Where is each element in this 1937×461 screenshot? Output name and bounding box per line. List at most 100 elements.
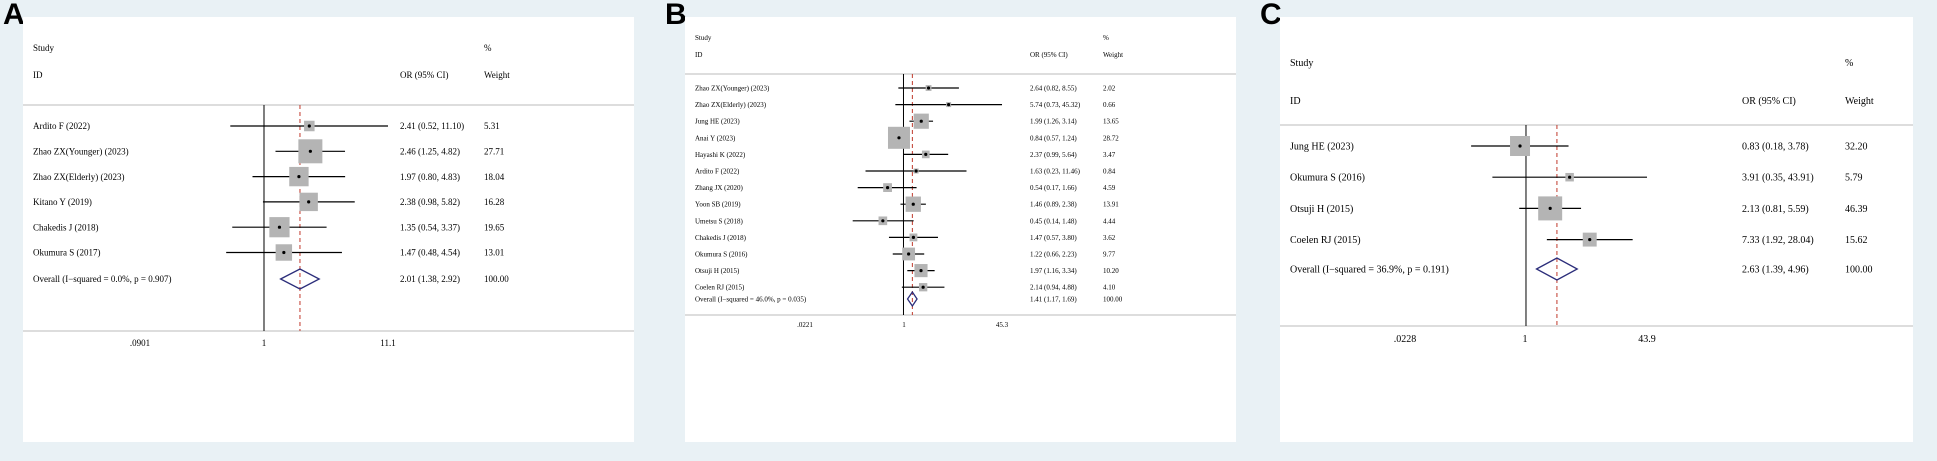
- axis-tick-min: .0228: [1394, 334, 1417, 345]
- header-study: Study: [33, 43, 55, 53]
- forest-plot-a: Study ID OR (95% CI) % Weight .0901 1 11…: [23, 17, 634, 442]
- overall-or-ci-label: 2.63 (1.39, 4.96): [1742, 265, 1809, 276]
- study-label: Coelen RJ (2015): [1290, 235, 1361, 246]
- overall-weight-label: 100.00: [484, 274, 509, 284]
- study-label: Umetsu S (2018): [695, 217, 744, 225]
- axis-tick-one: 1: [262, 338, 267, 348]
- point-estimate: [308, 149, 312, 153]
- point-estimate: [919, 269, 923, 273]
- or-ci-label: 1.63 (0.23, 11.46): [1030, 167, 1081, 175]
- overall-or-ci-label: 2.01 (1.38, 2.92): [400, 274, 460, 284]
- point-estimate: [881, 219, 885, 223]
- point-estimate: [897, 136, 901, 140]
- or-ci-label: 2.37 (0.99, 5.64): [1030, 151, 1077, 159]
- weight-label: 28.72: [1103, 134, 1119, 142]
- overall-diamond: [906, 290, 918, 308]
- overall-weight-label: 100.00: [1845, 265, 1873, 276]
- overall-diamond: [279, 268, 321, 290]
- weight-label: 15.62: [1845, 235, 1868, 246]
- weight-label: 46.39: [1845, 204, 1868, 215]
- forest-plot-a-svg: Study ID OR (95% CI) % Weight .0901 1 11…: [23, 43, 634, 348]
- or-ci-label: 1.97 (0.80, 4.83): [400, 172, 460, 182]
- forest-plot-c-svg: Study ID OR (95% CI) % Weight .0228 1 43…: [1280, 58, 1913, 345]
- weight-label: 19.65: [484, 222, 505, 232]
- study-label: Ardito F (2022): [695, 167, 740, 175]
- forest-plot-c: Study ID OR (95% CI) % Weight .0228 1 43…: [1280, 17, 1913, 442]
- weight-label: 5.79: [1845, 173, 1863, 184]
- weight-label: 4.59: [1103, 184, 1116, 192]
- point-estimate: [911, 235, 916, 239]
- header-percent: %: [1103, 34, 1109, 42]
- point-estimate: [907, 252, 911, 256]
- header-or: OR (95% CI): [1742, 96, 1796, 107]
- study-label: Ardito F (2022): [33, 121, 90, 131]
- weight-label: 5.31: [484, 121, 500, 131]
- header-percent: %: [1845, 58, 1853, 69]
- point-estimate: [921, 285, 925, 289]
- point-estimate: [282, 250, 286, 255]
- or-ci-label: 5.74 (0.73, 45.32): [1030, 101, 1081, 109]
- study-label: Jung HE (2023): [1290, 142, 1354, 153]
- axis-tick-max: 43.9: [1638, 334, 1656, 345]
- header-weight: Weight: [1103, 51, 1123, 59]
- study-label: Coelen RJ (2015): [695, 284, 745, 292]
- overall-label: Overall (I−squared = 36.9%, p = 0.191): [1290, 265, 1449, 276]
- weight-label: 0.66: [1103, 101, 1116, 109]
- or-ci-label: 0.54 (0.17, 1.66): [1030, 184, 1077, 192]
- study-label: Zhang JX (2020): [695, 184, 743, 192]
- weight-label: 4.44: [1103, 217, 1116, 225]
- study-label: Yoon SB (2019): [695, 201, 741, 209]
- panel-letter-b: B: [665, 0, 687, 31]
- or-ci-label: 2.64 (0.82, 8.55): [1030, 84, 1077, 92]
- point-estimate: [297, 175, 301, 179]
- or-ci-label: 2.41 (0.52, 11.10): [400, 121, 464, 131]
- study-label: Otsuji H (2015): [1290, 204, 1353, 215]
- point-estimate: [277, 225, 282, 229]
- weight-label: 13.65: [1103, 118, 1119, 126]
- panel-letter-a: A: [3, 0, 25, 31]
- study-label: Okumura S (2016): [1290, 173, 1365, 184]
- study-label: Hayashi K (2022): [695, 151, 746, 159]
- header-id: ID: [1290, 96, 1301, 107]
- or-ci-label: 2.13 (0.81, 5.59): [1742, 204, 1809, 215]
- study-label: Zhao ZX(Elderly) (2023): [33, 172, 124, 182]
- or-ci-label: 1.47 (0.57, 3.80): [1030, 234, 1077, 242]
- or-ci-label: 2.14 (0.94, 4.88): [1030, 284, 1077, 292]
- study-label: Zhao ZX(Younger) (2023): [695, 84, 770, 92]
- weight-label: 16.28: [484, 197, 505, 207]
- weight-label: 3.62: [1103, 234, 1116, 242]
- point-estimate: [307, 124, 311, 128]
- header-weight: Weight: [1845, 96, 1874, 107]
- header-or: OR (95% CI): [400, 70, 449, 80]
- overall-label: Overall (I−squared = 46.0%, p = 0.035): [695, 295, 807, 303]
- weight-label: 27.71: [484, 146, 504, 156]
- point-estimate: [885, 186, 890, 190]
- axis-tick-max: 45.3: [996, 321, 1009, 329]
- point-estimate: [1548, 206, 1552, 210]
- study-label: Kitano Y (2019): [33, 197, 92, 207]
- point-estimate: [947, 103, 951, 107]
- study-label: Otsuji H (2015): [695, 267, 740, 275]
- point-estimate: [1588, 238, 1592, 242]
- or-ci-label: 1.22 (0.66, 2.23): [1030, 250, 1077, 258]
- or-ci-label: 1.99 (1.26, 3.14): [1030, 118, 1077, 126]
- panel-letter-c: C: [1260, 0, 1282, 31]
- header-study: Study: [1290, 58, 1313, 69]
- weight-label: 32.20: [1845, 142, 1868, 153]
- or-ci-label: 7.33 (1.92, 28.04): [1742, 235, 1814, 246]
- or-ci-label: 2.46 (1.25, 4.82): [400, 146, 460, 156]
- header-id: ID: [695, 51, 702, 59]
- or-ci-label: 3.91 (0.35, 43.91): [1742, 173, 1814, 184]
- weight-label: 3.47: [1103, 151, 1116, 159]
- overall-weight-label: 100.00: [1103, 295, 1123, 303]
- point-estimate: [911, 202, 915, 206]
- overall-label: Overall (I−squared = 0.0%, p = 0.907): [33, 274, 171, 284]
- overall-diamond: [1535, 257, 1579, 281]
- axis-tick-max: 11.1: [380, 338, 395, 348]
- point-estimate: [1518, 144, 1522, 148]
- header-id: ID: [33, 70, 43, 80]
- weight-label: 18.04: [484, 172, 505, 182]
- header-study: Study: [695, 34, 712, 42]
- or-ci-label: 1.35 (0.54, 3.37): [400, 222, 460, 232]
- point-estimate: [926, 86, 931, 90]
